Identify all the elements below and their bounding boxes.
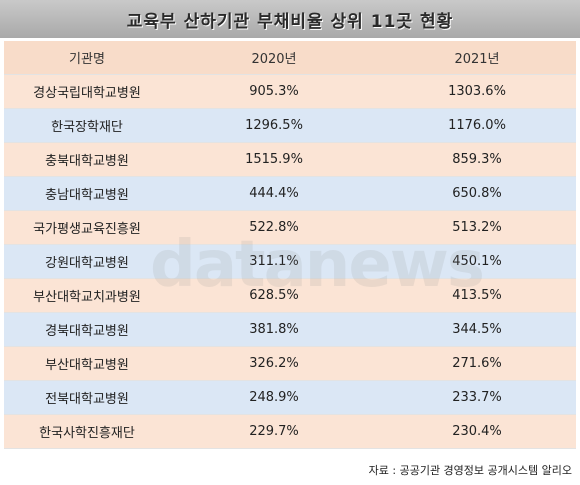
table-row: 부산대학교치과병원 628.5% 413.5% (4, 278, 576, 313)
cell-institution: 한국장학재단 (4, 108, 170, 143)
cell-institution: 강원대학교병원 (4, 244, 170, 279)
table-row: 충북대학교병원 1515.9% 859.3% (4, 142, 576, 177)
table-row: 부산대학교병원 326.2% 271.6% (4, 346, 576, 381)
table-row: 경북대학교병원 381.8% 344.5% (4, 312, 576, 347)
cell-2020: 311.1% (170, 244, 378, 279)
cell-2021: 513.2% (378, 210, 576, 245)
cell-2020: 248.9% (170, 380, 378, 415)
cell-2020: 444.4% (170, 176, 378, 211)
cell-institution: 한국사학진흥재단 (4, 414, 170, 449)
cell-institution: 부산대학교병원 (4, 346, 170, 381)
table-row: 한국장학재단 1296.5% 1176.0% (4, 108, 576, 143)
cell-2020: 628.5% (170, 278, 378, 313)
cell-2020: 1296.5% (170, 108, 378, 143)
cell-institution: 충북대학교병원 (4, 142, 170, 177)
cell-2020: 1515.9% (170, 142, 378, 177)
title-bar: 교육부 산하기관 부채비율 상위 11곳 현황 (0, 0, 580, 38)
cell-2021: 230.4% (378, 414, 576, 449)
page-title: 교육부 산하기관 부채비율 상위 11곳 현황 (126, 11, 454, 32)
cell-2021: 344.5% (378, 312, 576, 347)
table-row: 국가평생교육진흥원 522.8% 513.2% (4, 210, 576, 245)
cell-2021: 413.5% (378, 278, 576, 313)
cell-2021: 1176.0% (378, 108, 576, 143)
table-row: 경상국립대학교병원 905.3% 1303.6% (4, 74, 576, 109)
cell-institution: 부산대학교치과병원 (4, 278, 170, 313)
table-header-row: 기관명 2020년 2021년 (4, 41, 576, 75)
cell-2021: 271.6% (378, 346, 576, 381)
cell-2020: 326.2% (170, 346, 378, 381)
table-row: 한국사학진흥재단 229.7% 230.4% (4, 414, 576, 449)
cell-institution: 경북대학교병원 (4, 312, 170, 347)
debt-ratio-table: 기관명 2020년 2021년 경상국립대학교병원 905.3% 1303.6% 한국… (4, 41, 576, 449)
table-row: 충남대학교병원 444.4% 650.8% (4, 176, 576, 211)
column-header-institution: 기관명 (4, 41, 170, 75)
cell-institution: 전북대학교병원 (4, 380, 170, 415)
source-note: 자료 : 공공기관 경영정보 공개시스템 알리오 (368, 464, 572, 477)
cell-2021: 859.3% (378, 142, 576, 177)
cell-2021: 1303.6% (378, 74, 576, 109)
cell-2021: 233.7% (378, 380, 576, 415)
table-row: 전북대학교병원 248.9% 233.7% (4, 380, 576, 415)
column-header-2021: 2021년 (378, 41, 576, 75)
table-row: 강원대학교병원 311.1% 450.1% (4, 244, 576, 279)
cell-2020: 229.7% (170, 414, 378, 449)
cell-institution: 경상국립대학교병원 (4, 74, 170, 109)
cell-2020: 381.8% (170, 312, 378, 347)
cell-2021: 650.8% (378, 176, 576, 211)
cell-2021: 450.1% (378, 244, 576, 279)
column-header-2020: 2020년 (170, 41, 378, 75)
cell-2020: 522.8% (170, 210, 378, 245)
cell-institution: 국가평생교육진흥원 (4, 210, 170, 245)
cell-institution: 충남대학교병원 (4, 176, 170, 211)
cell-2020: 905.3% (170, 74, 378, 109)
